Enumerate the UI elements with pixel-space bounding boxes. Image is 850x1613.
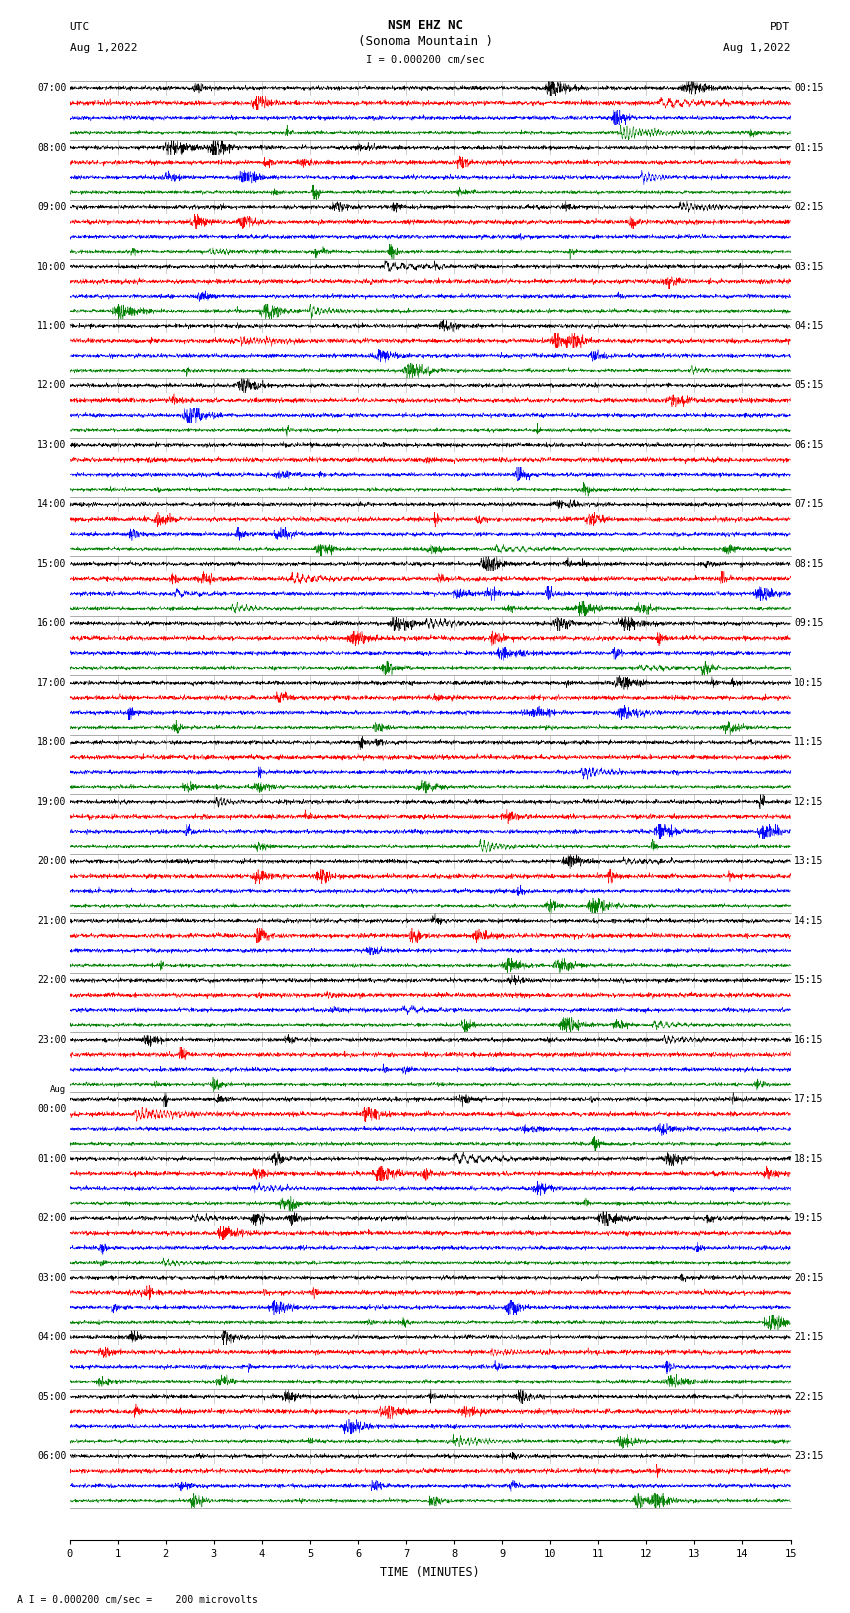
Text: 11:00: 11:00 [37, 321, 66, 331]
Text: 15:00: 15:00 [37, 560, 66, 569]
Text: 10:15: 10:15 [794, 677, 824, 687]
Text: 19:15: 19:15 [794, 1213, 824, 1223]
Text: 07:15: 07:15 [794, 500, 824, 510]
Text: 03:15: 03:15 [794, 261, 824, 271]
Text: 22:00: 22:00 [37, 976, 66, 986]
Text: 06:00: 06:00 [37, 1452, 66, 1461]
Text: 21:15: 21:15 [794, 1332, 824, 1342]
Text: 04:00: 04:00 [37, 1332, 66, 1342]
Text: 08:15: 08:15 [794, 560, 824, 569]
Text: 16:15: 16:15 [794, 1036, 824, 1045]
Text: 15:15: 15:15 [794, 976, 824, 986]
Text: 18:00: 18:00 [37, 737, 66, 747]
Text: 16:00: 16:00 [37, 618, 66, 629]
Text: 13:15: 13:15 [794, 857, 824, 866]
Text: 20:15: 20:15 [794, 1273, 824, 1282]
Text: 01:15: 01:15 [794, 142, 824, 153]
Text: 01:00: 01:00 [37, 1153, 66, 1163]
Text: 17:15: 17:15 [794, 1094, 824, 1105]
Text: PDT: PDT [770, 23, 790, 32]
Text: 00:00: 00:00 [37, 1103, 66, 1115]
Text: Aug 1,2022: Aug 1,2022 [723, 44, 791, 53]
Text: 19:00: 19:00 [37, 797, 66, 806]
Text: 00:15: 00:15 [794, 84, 824, 94]
Text: 04:15: 04:15 [794, 321, 824, 331]
Text: I = 0.000200 cm/sec: I = 0.000200 cm/sec [366, 55, 484, 65]
X-axis label: TIME (MINUTES): TIME (MINUTES) [380, 1566, 480, 1579]
Text: 23:15: 23:15 [794, 1452, 824, 1461]
Text: 11:15: 11:15 [794, 737, 824, 747]
Text: 06:15: 06:15 [794, 440, 824, 450]
Text: 12:00: 12:00 [37, 381, 66, 390]
Text: 21:00: 21:00 [37, 916, 66, 926]
Text: NSM EHZ NC: NSM EHZ NC [388, 19, 462, 32]
Text: 07:00: 07:00 [37, 84, 66, 94]
Text: 05:15: 05:15 [794, 381, 824, 390]
Text: 03:00: 03:00 [37, 1273, 66, 1282]
Text: 09:15: 09:15 [794, 618, 824, 629]
Text: 10:00: 10:00 [37, 261, 66, 271]
Text: 09:00: 09:00 [37, 202, 66, 211]
Text: 22:15: 22:15 [794, 1392, 824, 1402]
Text: 08:00: 08:00 [37, 142, 66, 153]
Text: 13:00: 13:00 [37, 440, 66, 450]
Text: 20:00: 20:00 [37, 857, 66, 866]
Text: Aug: Aug [50, 1086, 66, 1094]
Text: UTC: UTC [70, 23, 90, 32]
Text: 05:00: 05:00 [37, 1392, 66, 1402]
Text: 23:00: 23:00 [37, 1036, 66, 1045]
Text: 14:15: 14:15 [794, 916, 824, 926]
Text: 18:15: 18:15 [794, 1153, 824, 1163]
Text: Aug 1,2022: Aug 1,2022 [70, 44, 137, 53]
Text: 17:00: 17:00 [37, 677, 66, 687]
Text: A I = 0.000200 cm/sec =    200 microvolts: A I = 0.000200 cm/sec = 200 microvolts [17, 1595, 258, 1605]
Text: 14:00: 14:00 [37, 500, 66, 510]
Text: 12:15: 12:15 [794, 797, 824, 806]
Text: (Sonoma Mountain ): (Sonoma Mountain ) [358, 35, 492, 48]
Text: 02:15: 02:15 [794, 202, 824, 211]
Text: 02:00: 02:00 [37, 1213, 66, 1223]
